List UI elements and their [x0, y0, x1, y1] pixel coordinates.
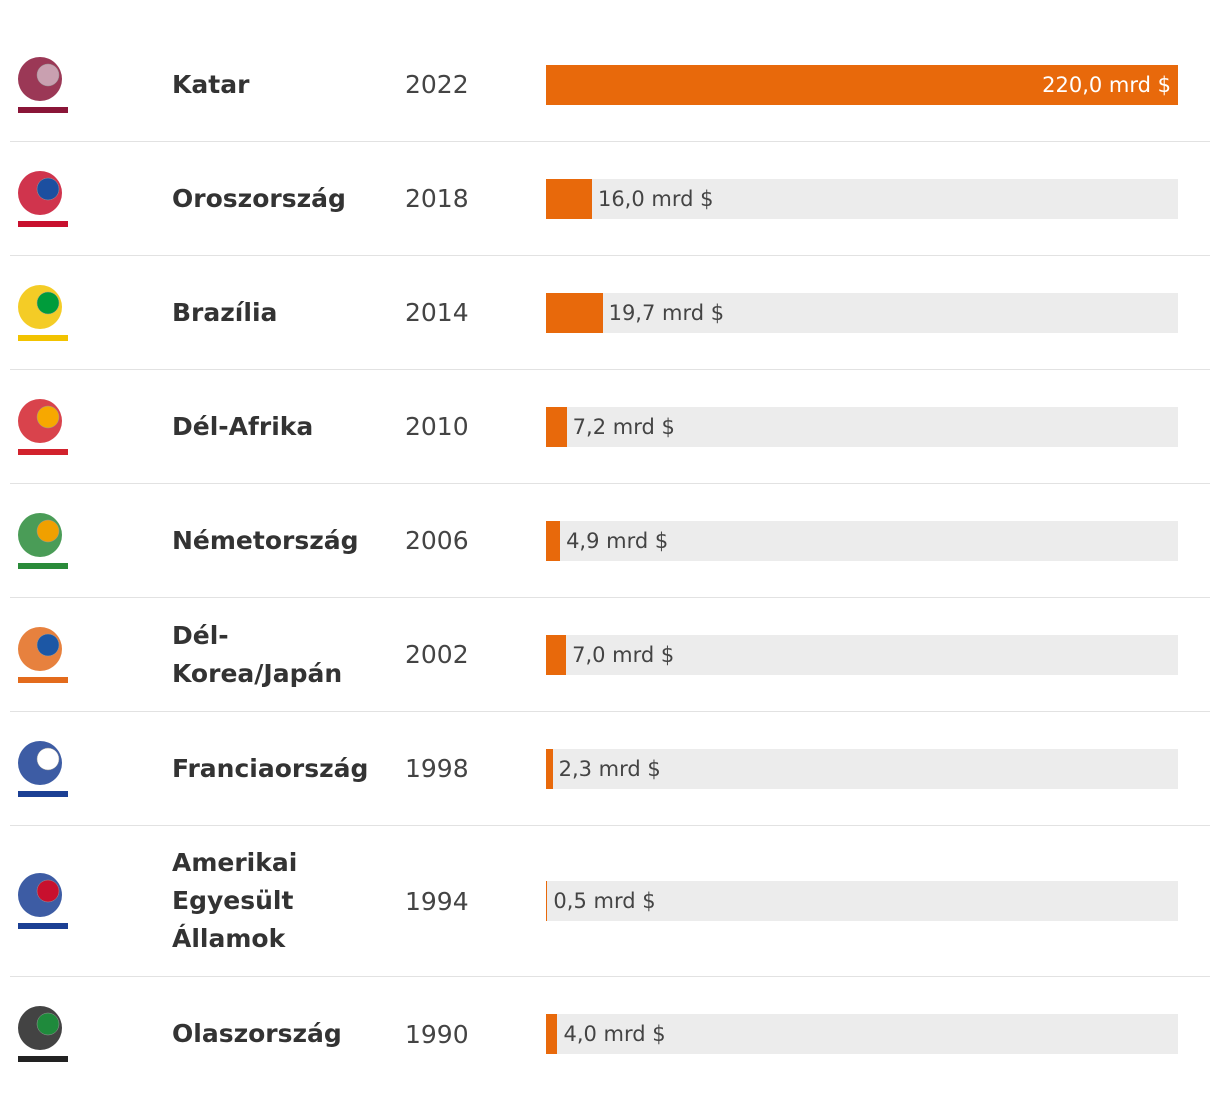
table-row: Amerikai Egyesült Államok 1994 0,5 mrd $ — [10, 826, 1210, 977]
value-label: 4,0 mrd $ — [563, 1022, 666, 1046]
value-label: 16,0 mrd $ — [597, 186, 714, 211]
year: 1994 — [405, 886, 469, 916]
tournament-logo — [18, 398, 68, 455]
tournament-logo — [18, 56, 68, 113]
country-name: Németország — [172, 525, 359, 555]
bar-track: 4,0 mrd $ — [546, 1014, 1178, 1054]
bar-track: 220,0 mrd $ — [546, 64, 1178, 105]
country-name: Dél-Afrika — [172, 411, 314, 441]
logo-cell — [10, 733, 172, 805]
bar-track: 7,2 mrd $ — [546, 406, 1178, 447]
bar-track: 16,0 mrd $ — [546, 178, 1178, 219]
bar — [546, 748, 553, 789]
country-name: Brazília — [172, 297, 278, 327]
tournament-logo — [18, 626, 68, 683]
bar-track: 4,9 mrd $ — [546, 520, 1178, 561]
year: 2006 — [405, 526, 469, 555]
table-row: Oroszország 2018 16,0 mrd $ — [10, 142, 1210, 256]
tournament-logo — [18, 740, 68, 797]
country-name: Dél-Korea/Japán — [172, 620, 343, 688]
country-name: Olaszország — [172, 1019, 342, 1048]
tournament-logo — [18, 170, 68, 227]
logo-cell — [10, 49, 172, 121]
year: 2014 — [405, 298, 469, 327]
table-row: Katar 2022 220,0 mrd $ — [10, 28, 1210, 142]
tournament-logo — [18, 1006, 68, 1062]
value-label: 19,7 mrd $ — [608, 300, 725, 325]
bar — [546, 178, 592, 219]
logo-cell — [10, 163, 172, 235]
table-row: Dél-Korea/Japán 2002 7,0 mrd $ — [10, 598, 1210, 712]
year: 2018 — [405, 184, 469, 213]
bar — [546, 634, 567, 675]
logo-cell — [10, 505, 172, 577]
logo-cell — [10, 998, 172, 1070]
value-label: 4,9 mrd $ — [566, 528, 669, 553]
table-row: Olaszország 1990 4,0 mrd $ — [10, 977, 1210, 1091]
value-label: 7,2 mrd $ — [572, 414, 675, 439]
bar — [546, 1014, 558, 1054]
year: 2002 — [405, 640, 469, 669]
bar — [546, 881, 548, 921]
table-row: Németország 2006 4,9 mrd $ — [10, 484, 1210, 598]
tournament-logo — [18, 873, 68, 929]
bar — [546, 292, 603, 333]
bar — [546, 406, 567, 447]
tournament-logo — [18, 284, 68, 341]
bar — [546, 64, 1178, 105]
logo-cell — [10, 277, 172, 349]
logo-cell — [10, 391, 172, 463]
bar — [546, 520, 561, 561]
logo-cell — [10, 619, 172, 691]
year: 1998 — [405, 754, 469, 783]
bar-track: 7,0 mrd $ — [546, 634, 1178, 675]
table-row: Dél-Afrika 2010 7,2 mrd $ — [10, 370, 1210, 484]
year: 2022 — [405, 70, 469, 99]
tournament-logo — [18, 512, 68, 569]
country-name: Franciaország — [172, 753, 369, 783]
country-name: Amerikai Egyesült Államok — [172, 848, 298, 953]
year: 2010 — [405, 412, 469, 441]
table: Katar 2022 220,0 mrd $ Oroszország 2018 16,0 … — [10, 28, 1210, 1091]
value-label: 7,0 mrd $ — [572, 642, 675, 667]
country-name: Oroszország — [172, 183, 346, 213]
logo-cell — [10, 865, 172, 937]
value-label: 0,5 mrd $ — [553, 889, 656, 913]
bar-track: 2,3 mrd $ — [546, 748, 1178, 789]
bar-track: 0,5 mrd $ — [546, 881, 1178, 921]
value-label: 2,3 mrd $ — [558, 756, 661, 781]
value-label: 220,0 mrd $ — [1042, 72, 1171, 97]
table-row: Franciaország 1998 2,3 mrd $ — [10, 712, 1210, 826]
year: 1990 — [405, 1019, 469, 1049]
country-name: Katar — [172, 69, 250, 99]
bar-track: 19,7 mrd $ — [546, 292, 1178, 333]
table-row: Brazília 2014 19,7 mrd $ — [10, 256, 1210, 370]
